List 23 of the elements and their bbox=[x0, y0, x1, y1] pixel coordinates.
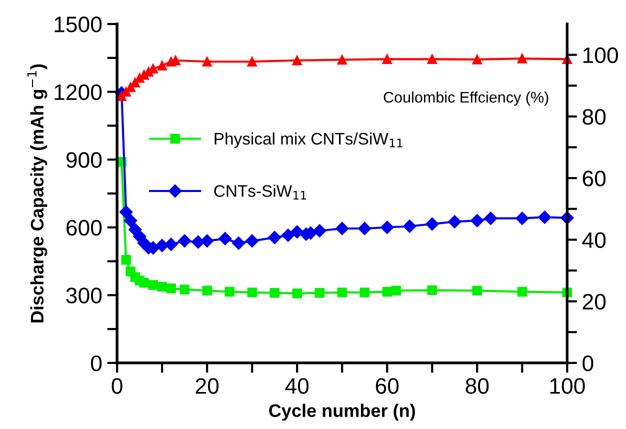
y2-tick-label: 100 bbox=[583, 47, 618, 64]
y2-tick-label: 60 bbox=[582, 170, 606, 186]
x-tick-label: 60 bbox=[376, 378, 399, 394]
y-tick-label: 900 bbox=[66, 152, 102, 168]
annotation: Coulombic Effciency (%) bbox=[384, 91, 548, 106]
x-tick-label: 80 bbox=[466, 378, 489, 394]
y-tick-label: 600 bbox=[66, 220, 102, 236]
x-tick-label: 0 bbox=[112, 378, 122, 394]
y2-tick-label: 20 bbox=[582, 294, 606, 310]
y-tick-label: 0 bbox=[90, 355, 102, 372]
y-axis-title: Discharge Capacity (mAh g$^{−1}$) bbox=[27, 64, 48, 322]
y2-tick-label: 0 bbox=[582, 355, 594, 372]
x-axis-title: Cycle number (n) bbox=[269, 404, 415, 421]
x-tick-label: 100 bbox=[550, 378, 585, 394]
legend-label: CNTs-SiW$_{11}$ bbox=[214, 184, 306, 200]
x-tick-label: 40 bbox=[285, 378, 309, 394]
y-tick-label: 300 bbox=[66, 288, 102, 304]
y2-tick-label: 80 bbox=[582, 108, 606, 125]
y-tick-label: 1500 bbox=[54, 16, 102, 32]
y-tick-label: 1200 bbox=[54, 84, 102, 100]
x-tick-label: 20 bbox=[196, 378, 219, 394]
y2-tick-label: 40 bbox=[582, 232, 606, 248]
legend-label: Physical mix CNTs/SiW$_{11}$ bbox=[214, 132, 402, 148]
